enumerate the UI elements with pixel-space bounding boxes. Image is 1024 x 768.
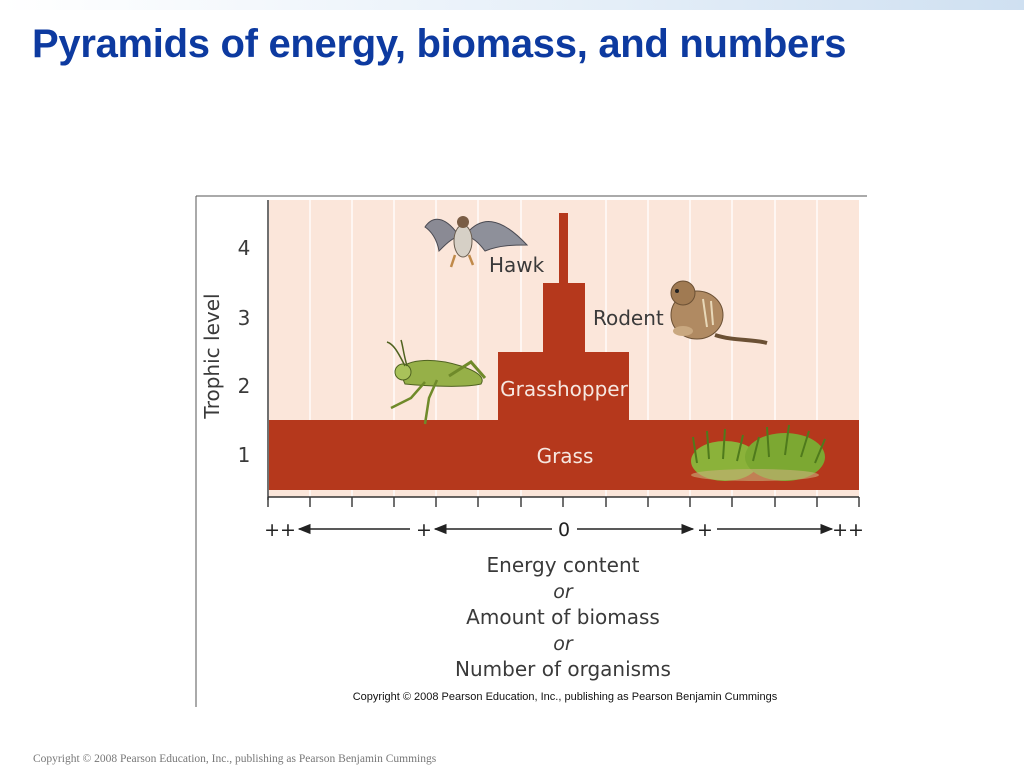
level-number-4: 4 — [238, 236, 251, 260]
scale-mark-left: + — [416, 519, 432, 541]
rodent-icon — [670, 280, 768, 345]
figure-credit: Copyright © 2008 Pearson Education, Inc.… — [353, 691, 778, 703]
x-axis-line-biomass: Amount of biomass — [466, 605, 660, 629]
scale-mark-right: + — [697, 519, 713, 541]
bar-level-2 — [498, 352, 629, 422]
bar-label-rodent: Rodent — [593, 306, 664, 330]
trophic-pyramid-figure: Grass Grasshopper Rodent Hawk Trophic le… — [195, 195, 867, 707]
scale-mark-far-left: ++ — [264, 519, 296, 541]
level-number-3: 3 — [238, 306, 251, 330]
bar-label-hawk: Hawk — [489, 253, 545, 277]
level-number-2: 2 — [238, 374, 251, 398]
pyramid-diagram: Grass Grasshopper Rodent Hawk Trophic le… — [195, 195, 867, 707]
bar-label-grass: Grass — [537, 444, 594, 468]
bar-level-4 — [559, 213, 568, 285]
x-axis-line-or-1: or — [553, 581, 574, 603]
level-number-1: 1 — [238, 443, 251, 467]
title-band — [0, 0, 1024, 10]
slide-title: Pyramids of energy, biomass, and numbers — [32, 22, 847, 66]
scale-mark-center: 0 — [558, 519, 570, 541]
grass-icon — [691, 424, 826, 481]
x-axis-line-or-2: or — [553, 633, 574, 655]
y-axis-label: Trophic level — [200, 293, 224, 419]
bar-level-3 — [543, 283, 585, 353]
bar-label-grasshopper: Grasshopper — [500, 377, 628, 401]
grasshopper-icon — [386, 339, 487, 425]
scale-mark-far-right: ++ — [832, 519, 864, 541]
x-axis-line-energy: Energy content — [487, 553, 640, 577]
slide-footer: Copyright © 2008 Pearson Education, Inc.… — [33, 753, 437, 765]
hawk-icon — [424, 216, 529, 268]
x-axis-ticks — [267, 497, 860, 507]
x-axis-line-organisms: Number of organisms — [455, 657, 671, 681]
